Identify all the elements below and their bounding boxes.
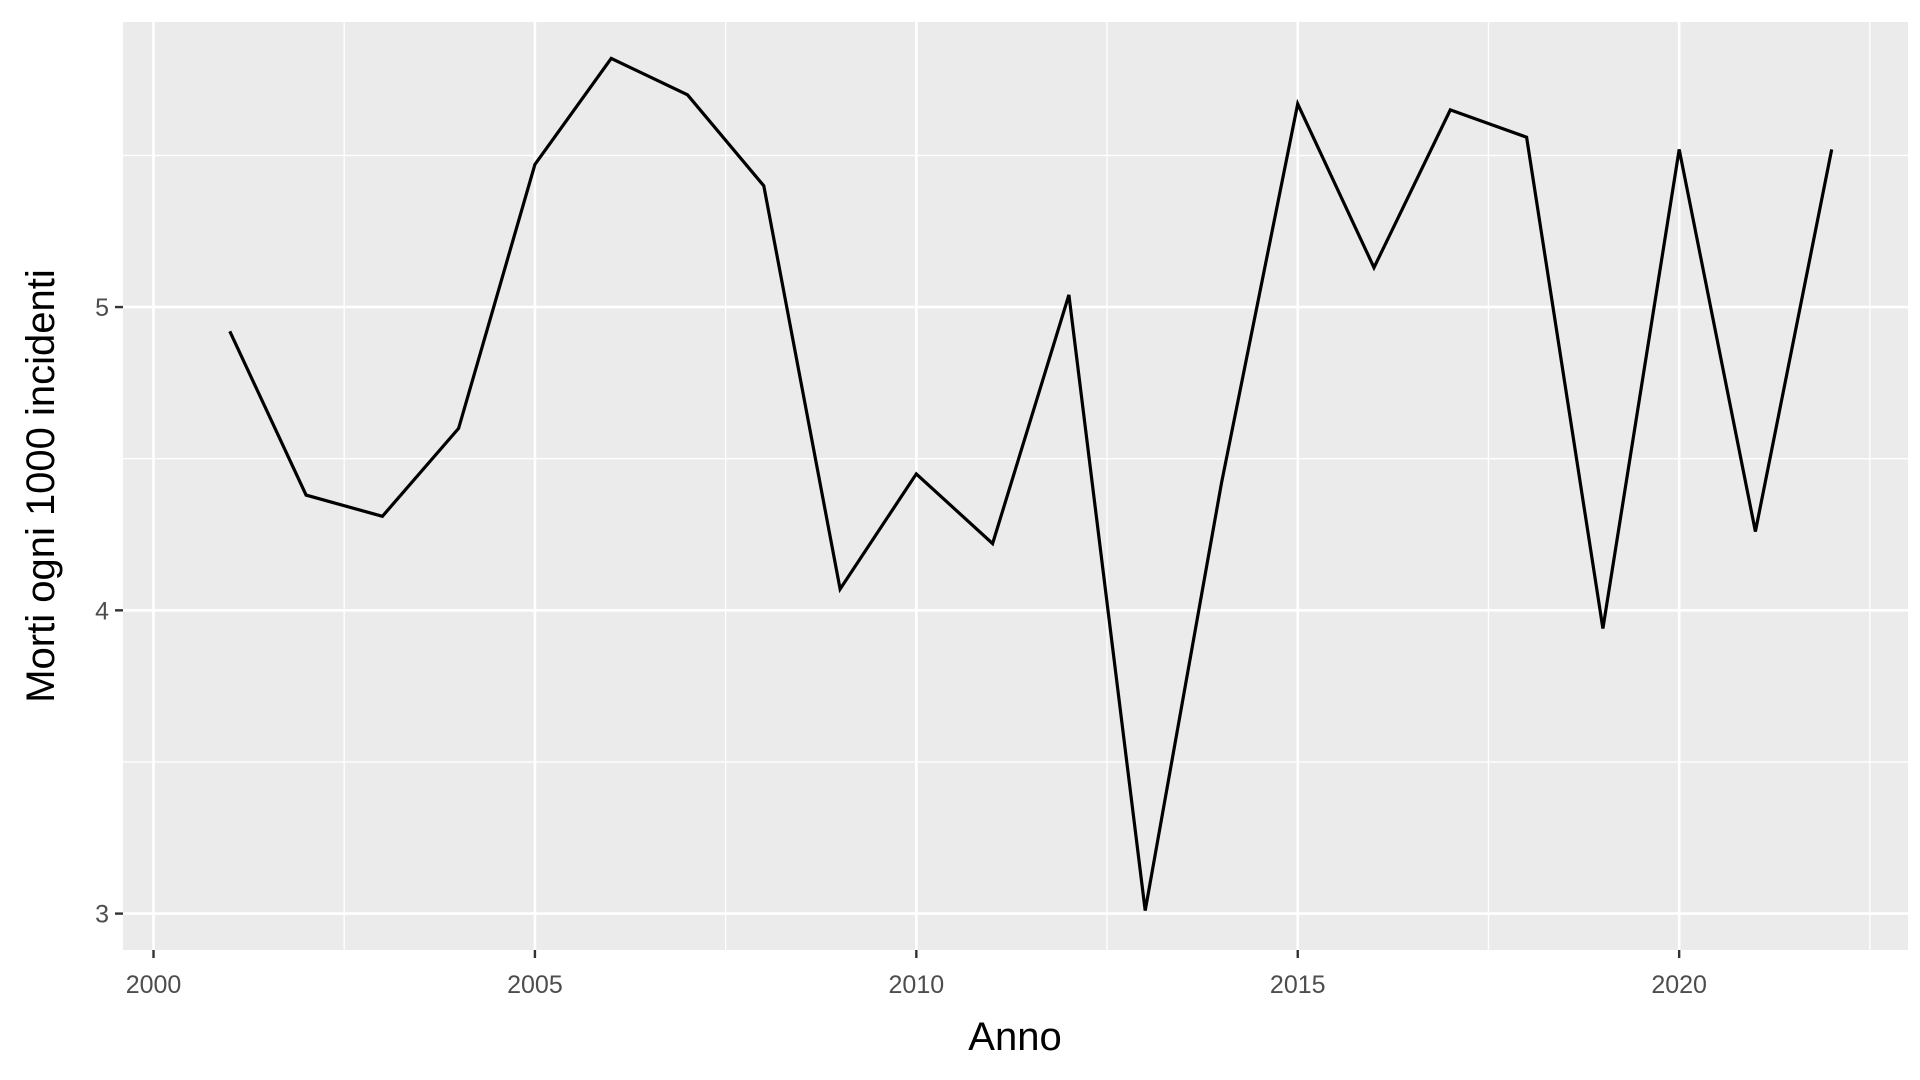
plot-panel <box>123 22 1908 950</box>
x-tick-label: 2005 <box>507 971 563 999</box>
minor-gridlines <box>123 22 1908 950</box>
x-tick-label: 2020 <box>1651 971 1707 999</box>
y-tick-label: 3 <box>95 901 109 929</box>
x-axis-title: Anno <box>968 1015 1061 1059</box>
series-line <box>228 56 1834 911</box>
x-tick-label: 2000 <box>126 971 182 999</box>
axis-ticks <box>115 305 1681 958</box>
y-tick-label: 5 <box>95 294 109 322</box>
y-tick-labels: 3 4 5 <box>95 294 109 929</box>
series-layer <box>228 56 1834 911</box>
major-gridlines <box>123 22 1908 950</box>
x-tick-label: 2010 <box>889 971 945 999</box>
y-tick-label: 4 <box>95 597 109 625</box>
y-axis-title: Morti ogni 1000 incidenti <box>19 269 63 703</box>
x-tick-label: 2015 <box>1270 971 1326 999</box>
x-tick-labels: 2000 2005 2010 2015 2020 <box>126 971 1707 999</box>
